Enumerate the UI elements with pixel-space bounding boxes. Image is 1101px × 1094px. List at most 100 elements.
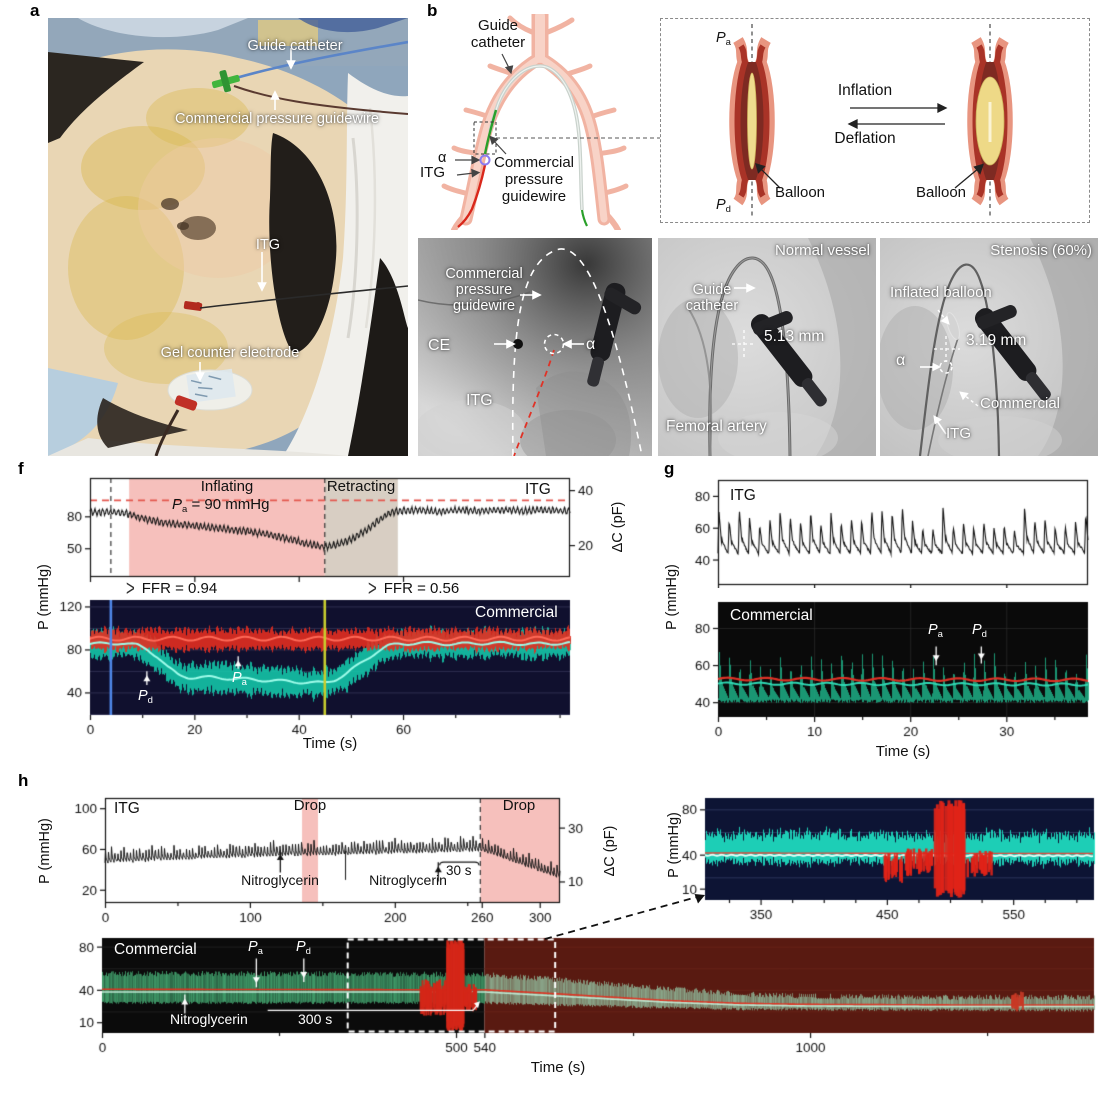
h-inset-chart <box>660 790 1101 920</box>
itg-connector-icon <box>183 301 203 311</box>
g-y-axis-label: P (mmHg) <box>664 564 680 630</box>
vessel-inflated <box>967 24 1013 218</box>
h-itg-label: ITG <box>114 800 140 817</box>
label-itg: ITG <box>255 237 281 253</box>
label-c-ce: CE <box>428 337 451 354</box>
itg-wire-line <box>199 285 408 309</box>
inflation-deflation-arrows <box>755 102 985 189</box>
label-b-guide-catheter: Guide catheter <box>470 17 526 51</box>
f-y2-axis-label: ΔC (pF) <box>610 501 626 553</box>
label-pressure-guidewire: Commercial pressure guidewire <box>175 111 379 127</box>
h-pa-label: Pa <box>248 939 263 957</box>
h-commercial-chart <box>40 930 1101 1058</box>
h-x-axis-label: Time (s) <box>530 1059 586 1076</box>
red-clip-icon <box>174 395 198 411</box>
f-commercial-label: Commercial <box>475 604 558 621</box>
f-retracting-label: Retracting <box>326 478 396 495</box>
commercial-guidewire-xray-line <box>918 263 1001 456</box>
g-commercial-chart <box>672 594 1101 740</box>
pig-surgery-photo <box>48 18 408 456</box>
label-pd-inset: Pd <box>716 197 731 215</box>
label-e-commercial: Commercial <box>980 395 1061 412</box>
f-ffr-stenosis: > FFR = 0.56 <box>368 575 460 602</box>
xray-normal-vessel <box>658 238 876 456</box>
label-pa-inset: Pa <box>716 30 731 48</box>
itg-shape <box>457 164 487 228</box>
xray-d-arrows <box>734 283 756 293</box>
pig-hair-right <box>348 258 408 456</box>
label-d-guide-catheter: Guide catheter <box>685 282 739 315</box>
label-d-diameter: 5.13 mm <box>764 328 825 345</box>
balloon-inset-illustration <box>729 24 1013 218</box>
label-e-diameter: 3.19 mm <box>966 332 1027 349</box>
h-nitro3-label: Nitroglycerin <box>170 1011 248 1027</box>
panel-letter-b: b <box>427 1 438 20</box>
f-x-axis-label: Time (s) <box>302 735 358 752</box>
g-itg-chart <box>672 472 1101 588</box>
hemostat-icon <box>750 311 827 407</box>
guide-catheter-line <box>235 40 408 80</box>
h-300s-label: 300 s <box>298 1011 333 1027</box>
g-commercial-label: Commercial <box>730 607 813 624</box>
measurement-marks <box>934 336 960 362</box>
hemostat-icon <box>974 305 1051 401</box>
label-e-itg: ITG <box>946 425 971 442</box>
f-pd-label: Pd <box>138 688 153 706</box>
panel-letter-a: a <box>30 1 40 20</box>
f-pa-label: Pa <box>232 670 247 688</box>
xray-e-arrows <box>920 309 979 435</box>
panel-letter-h: h <box>18 771 29 790</box>
guidewire-path-dashed <box>511 248 643 456</box>
f-commercial-chart <box>40 592 640 740</box>
h-itg-chart <box>40 790 640 930</box>
label-c-itg: ITG <box>466 392 493 409</box>
diagram-annotation-arrows <box>455 53 514 178</box>
commercial-guidewire-shape <box>483 109 498 155</box>
zoom-source-rect <box>473 121 497 155</box>
label-balloon-left: Balloon <box>774 184 826 201</box>
h-30s-label: 30 s <box>446 863 472 878</box>
alpha-marker-circle <box>939 360 953 374</box>
h-drop2-label: Drop <box>502 797 536 814</box>
label-d-title: Normal vessel <box>774 242 870 259</box>
label-deflation: Deflation <box>834 130 896 147</box>
blue-drape <box>48 368 118 456</box>
h-y2-axis-label: ΔC (pF) <box>602 825 618 877</box>
label-c-alpha: α <box>586 336 596 353</box>
label-balloon-right: Balloon <box>915 184 967 201</box>
alpha-sensor-icon <box>479 154 491 166</box>
inflated-balloon-xray <box>946 312 960 340</box>
f-inflating-label: Inflating <box>200 478 254 495</box>
h-commercial-label: Commercial <box>114 941 197 958</box>
label-e-title: Stenosis (60%) <box>990 242 1092 259</box>
itg-path-dashed <box>513 349 555 456</box>
label-b-pressure-guidewire: Commercial pressure guidewire <box>493 154 575 205</box>
label-e-balloon: Inflated balloon <box>890 284 992 301</box>
h-nitro2-label: Nitroglycerin <box>369 872 447 888</box>
f-pa-setpoint-label: Pa = 90 mmHg <box>172 496 270 515</box>
f-ffr-baseline: > FFR = 0.94 <box>126 575 218 602</box>
h-y-axis-label: P (mmHg) <box>37 818 53 884</box>
h-drop1-label: Drop <box>293 797 327 814</box>
label-e-alpha: α <box>896 352 906 369</box>
g-itg-label: ITG <box>730 487 756 504</box>
xray-guidewire-placement <box>418 238 652 456</box>
label-b-alpha: α <box>438 150 447 166</box>
vessel-deflated <box>729 24 775 218</box>
photo-annotation-arrows <box>195 48 296 382</box>
g-pd-label: Pd <box>972 622 987 640</box>
f-y-axis-label: P (mmHg) <box>36 564 52 630</box>
label-c-pressure-guidewire: Commercial pressure guidewire <box>445 266 523 315</box>
green-stopcock-icon <box>211 70 240 93</box>
inset-connector-arrow <box>544 894 705 940</box>
panel-letter-f: f <box>18 459 24 478</box>
xray-c-arrows <box>494 290 584 349</box>
h-inset-y-axis-label: P (mmHg) <box>666 812 682 878</box>
h-pd-label: Pd <box>296 939 311 957</box>
vasculature-diagram <box>441 14 660 230</box>
f-itg-chart <box>40 470 640 584</box>
h-nitro1-label: Nitroglycerin <box>241 872 319 888</box>
balloon-inset-box <box>660 18 1090 223</box>
counter-electrode-dot <box>513 339 523 349</box>
label-gel-electrode: Gel counter electrode <box>160 345 300 361</box>
